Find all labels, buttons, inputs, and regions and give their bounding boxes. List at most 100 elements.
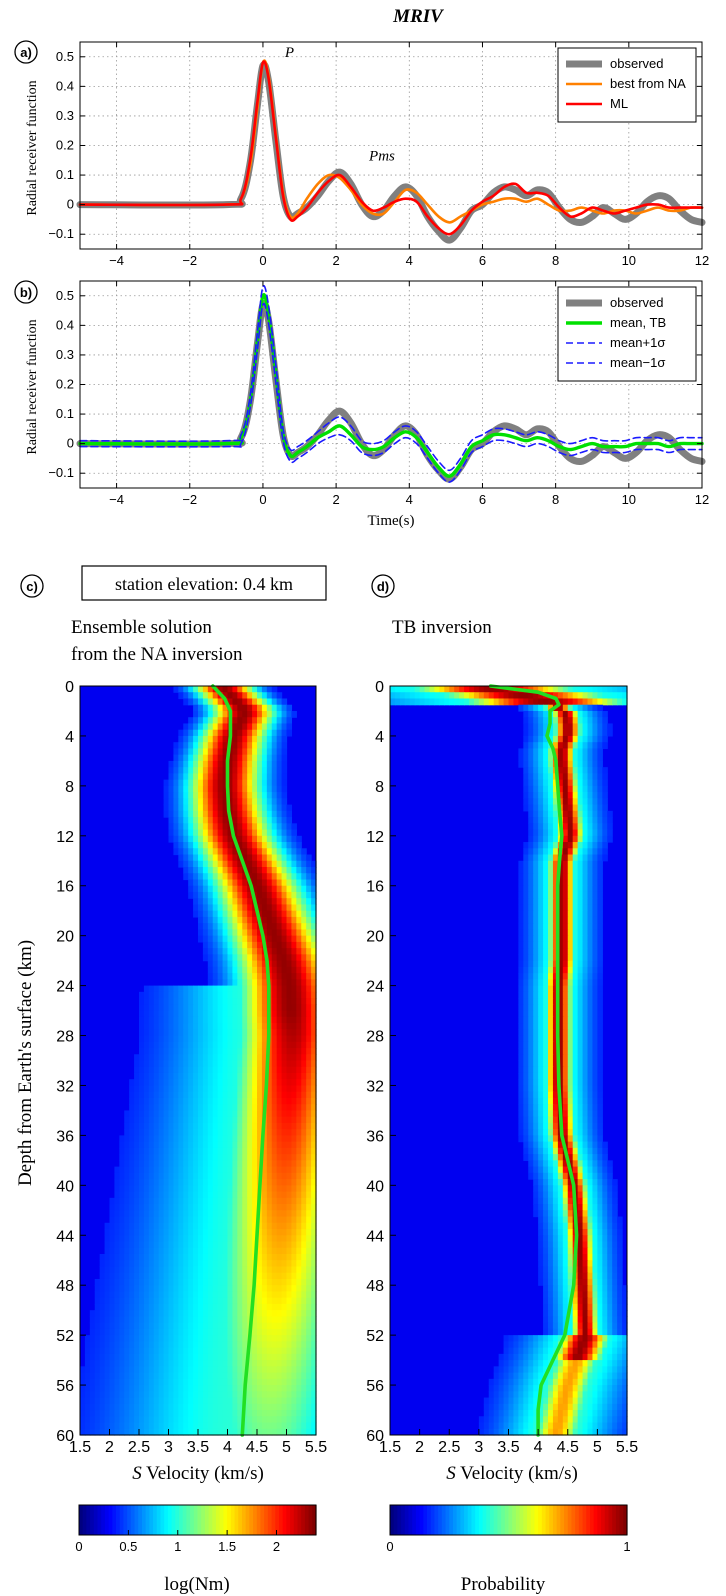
- heatmap-cell: [212, 804, 219, 812]
- heatmap-cell: [301, 1048, 307, 1055]
- heatmap-cell: [271, 973, 278, 980]
- heatmap-cell: [252, 1303, 258, 1311]
- heatmap-cell: [114, 1335, 120, 1342]
- heatmap-cell: [173, 1066, 179, 1074]
- heatmap-cell: [212, 991, 219, 999]
- heatmap-cell: [143, 1129, 150, 1136]
- heatmap-cell: [183, 860, 189, 868]
- heatmap-cell: [577, 817, 584, 824]
- heatmap-cell: [148, 1054, 155, 1062]
- heatmap-cell: [178, 1029, 184, 1037]
- heatmap-cell: [252, 1422, 258, 1430]
- heatmap-cell: [271, 935, 278, 943]
- heatmap-cell: [607, 723, 613, 731]
- heatmap-cell: [178, 1179, 184, 1186]
- heatmap-cell: [306, 1341, 312, 1349]
- heatmap-cell: [129, 1335, 135, 1342]
- heatmap-cell: [548, 754, 554, 762]
- heatmap-cell: [281, 735, 288, 743]
- heatmap-cell: [232, 1353, 238, 1361]
- heatmap-cell: [212, 742, 219, 750]
- heatmap-cell: [193, 1072, 199, 1080]
- heatmap-cell: [281, 1341, 288, 1349]
- heatmap-cell: [533, 792, 539, 799]
- heatmap-cell: [80, 1378, 86, 1386]
- heatmap-cell: [173, 785, 179, 793]
- heatmap-cell: [119, 1422, 125, 1430]
- heatmap-cell: [193, 1310, 199, 1318]
- heatmap-cell: [281, 773, 288, 781]
- heatmap-cell: [202, 817, 209, 824]
- heatmap-cell: [217, 1260, 224, 1268]
- heatmap-cell: [188, 991, 194, 999]
- heatmap-cell: [188, 692, 194, 700]
- heatmap-cell: [207, 1054, 214, 1062]
- heatmap-cell: [104, 1391, 111, 1399]
- heatmap-cell: [193, 898, 199, 906]
- heatmap-cell: [153, 1141, 160, 1149]
- heatmap-cell: [286, 1179, 293, 1186]
- heatmap-cell: [89, 1353, 96, 1361]
- heatmap-cell: [252, 867, 258, 874]
- heatmap-cell: [301, 1385, 307, 1392]
- heatmap-cell: [247, 1416, 253, 1424]
- heatmap-cell: [207, 1247, 214, 1255]
- heatmap-cell: [276, 1179, 283, 1186]
- heatmap-cell: [217, 686, 224, 693]
- heatmap-cell: [552, 810, 559, 818]
- heatmap-cell: [276, 1079, 283, 1087]
- heatmap-cell: [134, 1322, 140, 1330]
- heatmap-cell: [198, 860, 204, 868]
- heatmap-cell: [114, 1229, 120, 1236]
- heatmap-cell: [163, 1360, 170, 1367]
- heatmap-cell: [217, 1029, 224, 1037]
- heatmap-cell: [523, 760, 529, 768]
- heatmap-cell: [296, 1328, 302, 1336]
- heatmap-cell: [212, 1154, 219, 1161]
- heatmap-cell: [217, 1291, 224, 1299]
- heatmap-cell: [94, 1278, 101, 1286]
- heatmap-cell: [449, 692, 455, 700]
- heatmap-cell: [301, 929, 307, 937]
- heatmap-cell: [237, 1004, 243, 1012]
- heatmap-cell: [562, 717, 569, 725]
- heatmap-cell: [202, 1229, 209, 1236]
- heatmap-cell: [202, 710, 209, 718]
- heatmap-cell: [247, 1197, 253, 1205]
- heatmap-cell: [119, 1410, 125, 1417]
- colorbar-segment: [275, 1505, 280, 1535]
- heatmap-cell: [252, 1060, 258, 1068]
- heatmap-cell: [217, 985, 224, 993]
- heatmap-cell: [232, 785, 238, 793]
- heatmap-cell: [202, 860, 209, 868]
- heatmap-cell: [163, 1428, 170, 1436]
- heatmap-cell: [311, 1360, 317, 1367]
- heatmap-cell: [109, 1291, 116, 1299]
- heatmap-cell: [286, 904, 293, 912]
- heatmap-cell: [173, 1154, 179, 1161]
- heatmap-cell: [444, 698, 450, 706]
- heatmap-cell: [237, 1035, 243, 1043]
- heatmap-cell: [543, 792, 549, 799]
- heatmap-cell: [552, 710, 559, 718]
- heatmap-cell: [104, 1253, 111, 1261]
- heatmap-cell: [134, 1097, 140, 1105]
- heatmap-cell: [291, 1122, 297, 1130]
- heatmap-cell: [217, 1104, 224, 1112]
- heatmap-cell: [286, 848, 293, 856]
- heatmap-cell: [148, 1141, 155, 1149]
- heatmap-cell: [562, 792, 569, 799]
- heatmap-cell: [276, 1378, 283, 1386]
- heatmap-cell: [306, 954, 312, 962]
- heatmap-cell: [148, 1353, 155, 1361]
- heatmap-cell: [153, 1410, 160, 1417]
- heatmap-cell: [183, 1310, 189, 1318]
- heatmap-cell: [271, 742, 278, 750]
- heatmap-cell: [198, 935, 204, 943]
- heatmap-cell: [252, 1091, 258, 1099]
- heatmap-cell: [266, 760, 273, 768]
- heatmap-cell: [158, 1166, 165, 1174]
- heatmap-cell: [129, 1154, 135, 1161]
- heatmap-cell: [543, 742, 549, 750]
- heatmap-cell: [129, 1366, 135, 1374]
